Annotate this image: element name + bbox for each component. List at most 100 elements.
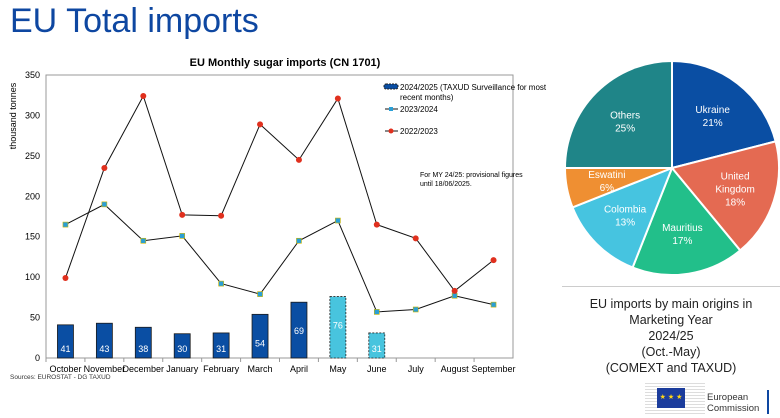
pie-label: United bbox=[721, 172, 750, 183]
pie-percent: 17% bbox=[672, 236, 692, 247]
pie-label: Kingdom bbox=[715, 185, 754, 196]
bar-value-label: 30 bbox=[177, 344, 187, 354]
logo-bar bbox=[767, 390, 769, 414]
pie-caption: EU imports by main origins in Marketing … bbox=[562, 296, 780, 376]
data-point bbox=[373, 309, 380, 315]
data-point bbox=[140, 93, 147, 100]
bar-value-label: 76 bbox=[333, 321, 343, 331]
pie-percent: 13% bbox=[615, 217, 635, 228]
legend-label: 2022/2023 bbox=[400, 127, 438, 136]
data-point bbox=[62, 221, 69, 228]
caption-line: (COMEXT and TAXUD) bbox=[605, 361, 737, 375]
pie-percent: 25% bbox=[615, 124, 635, 135]
x-tick-label: August bbox=[441, 364, 470, 374]
bar bbox=[134, 326, 152, 359]
source-note: Sources: EUROSTAT - DG TAXUD bbox=[10, 374, 111, 381]
data-point bbox=[296, 237, 302, 244]
pie-label: Mauritius bbox=[662, 223, 703, 234]
bar bbox=[212, 332, 230, 359]
bar-value-label: 43 bbox=[99, 344, 109, 354]
legend-label: 2023/2024 bbox=[400, 105, 438, 114]
data-point bbox=[101, 164, 108, 171]
y-tick-label: 0 bbox=[35, 353, 40, 363]
x-tick-label: September bbox=[472, 364, 516, 374]
data-point bbox=[179, 233, 186, 239]
pie-label: Others bbox=[610, 111, 640, 122]
x-tick-label: November bbox=[84, 364, 126, 374]
bar-value-label: 41 bbox=[60, 344, 70, 354]
pie-label: Eswatini bbox=[588, 170, 625, 181]
data-point bbox=[257, 291, 263, 297]
annotation: until 18/06/2025. bbox=[420, 181, 472, 188]
bar bbox=[329, 296, 347, 359]
pie-slice-ukraine bbox=[671, 59, 777, 170]
bar-value-label: 31 bbox=[216, 344, 226, 354]
data-point bbox=[101, 201, 108, 208]
logo-text: European Commission bbox=[707, 392, 759, 414]
pie-slice-united-kingdom bbox=[670, 140, 780, 252]
monthly-imports-chart: EU Monthly sugar imports (CN 1701) 0 50 100… bbox=[8, 57, 547, 381]
pie-slice-mauritius bbox=[631, 166, 742, 276]
pie-slice-others bbox=[563, 59, 673, 169]
bar bbox=[368, 332, 386, 359]
pie-percent: 21% bbox=[703, 118, 723, 129]
y-axis-label: thousand tonnes bbox=[8, 82, 18, 149]
bar-value-label: 38 bbox=[138, 344, 148, 354]
x-tick-label: June bbox=[367, 364, 387, 374]
caption-line: EU imports by main origins in Marketing … bbox=[589, 297, 753, 327]
chart-title: EU Monthly sugar imports (CN 1701) bbox=[190, 57, 381, 69]
x-tick-label: May bbox=[329, 364, 347, 374]
x-tick-label: December bbox=[123, 364, 165, 374]
x-tick-label: October bbox=[49, 364, 81, 374]
bar-value-label: 69 bbox=[294, 326, 304, 336]
x-tick-label: February bbox=[203, 364, 240, 374]
bar-value-label: 54 bbox=[255, 338, 265, 348]
data-point bbox=[334, 95, 341, 102]
line-2023-2024 bbox=[65, 203, 494, 313]
y-tick-label: 250 bbox=[25, 151, 40, 161]
bar-value-label: 31 bbox=[372, 344, 382, 354]
caption-line: (Oct.-May) bbox=[641, 345, 701, 359]
pie-slice-colombia bbox=[571, 166, 674, 269]
pie-percent: 18% bbox=[725, 198, 745, 209]
data-point bbox=[257, 121, 264, 128]
pie-label: Colombia bbox=[604, 204, 647, 215]
pie-label: Ukraine bbox=[695, 105, 730, 116]
data-point bbox=[373, 221, 380, 228]
y-tick-label: 100 bbox=[25, 272, 40, 282]
data-point bbox=[179, 211, 186, 218]
data-point bbox=[412, 306, 419, 313]
pie-percent: 6% bbox=[600, 183, 615, 194]
data-point bbox=[218, 212, 225, 219]
legend-marker bbox=[388, 128, 394, 134]
annotation: For MY 24/25: provisional figures bbox=[420, 172, 523, 179]
data-point bbox=[218, 280, 224, 287]
page-title: EU Total imports bbox=[10, 2, 259, 40]
data-point bbox=[490, 257, 497, 264]
data-point bbox=[335, 217, 341, 224]
y-tick-label: 50 bbox=[30, 313, 40, 323]
line-2022-2023 bbox=[64, 94, 494, 292]
data-point bbox=[295, 156, 302, 163]
data-point bbox=[62, 274, 69, 281]
y-tick-label: 200 bbox=[25, 191, 40, 201]
legend-marker bbox=[389, 107, 393, 111]
bar bbox=[57, 324, 74, 359]
bar bbox=[251, 313, 269, 359]
data-point bbox=[451, 287, 458, 294]
bar bbox=[173, 333, 191, 359]
x-tick-label: January bbox=[166, 364, 199, 374]
x-tick-label: March bbox=[248, 364, 273, 374]
y-tick-label: 150 bbox=[25, 232, 40, 242]
data-point bbox=[412, 235, 419, 242]
logo-line: Commission bbox=[707, 403, 760, 414]
eu-flag-icon: ★ ★ ★ bbox=[657, 388, 685, 408]
x-tick-label: April bbox=[290, 364, 308, 374]
legend-swatch-bar bbox=[383, 83, 399, 90]
logo-line: European bbox=[707, 392, 749, 403]
legend-label: recent months) bbox=[400, 93, 454, 102]
legend-label: 2024/2025 (TAXUD Surveillance for most bbox=[400, 83, 547, 92]
x-tick-label: July bbox=[408, 364, 425, 374]
divider bbox=[562, 286, 780, 287]
